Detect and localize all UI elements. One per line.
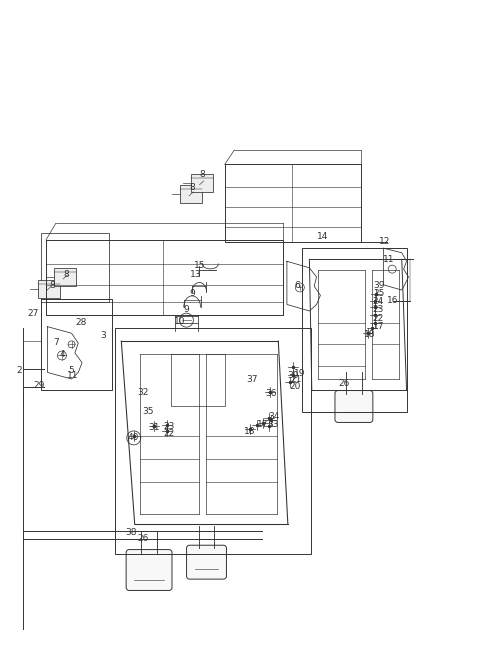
Text: 8: 8	[64, 270, 70, 279]
Text: 9: 9	[183, 305, 189, 314]
Text: 28: 28	[75, 318, 87, 327]
Text: 12: 12	[379, 237, 390, 246]
FancyBboxPatch shape	[335, 390, 373, 422]
Text: 8: 8	[189, 183, 195, 192]
Text: 40: 40	[128, 434, 139, 442]
Text: 20: 20	[289, 382, 301, 392]
Text: 37: 37	[246, 375, 258, 384]
Text: 19: 19	[294, 369, 306, 379]
Text: 17: 17	[257, 420, 269, 429]
Text: 8: 8	[49, 281, 55, 290]
Text: 21: 21	[291, 375, 302, 384]
Bar	[54, 268, 76, 286]
Text: 10: 10	[174, 317, 186, 326]
Text: 36: 36	[265, 389, 277, 398]
Text: 33: 33	[267, 420, 278, 429]
Text: 34: 34	[268, 412, 279, 420]
Bar	[37, 279, 60, 298]
Text: 39: 39	[373, 281, 384, 290]
Text: 17: 17	[373, 322, 384, 331]
Text: 14: 14	[317, 232, 328, 241]
Text: 4: 4	[59, 350, 65, 359]
Text: 32: 32	[138, 388, 149, 397]
Bar	[180, 185, 202, 203]
Text: 3: 3	[101, 331, 107, 340]
Text: 5: 5	[69, 366, 74, 375]
Text: 18: 18	[244, 427, 255, 436]
Text: 38: 38	[125, 527, 137, 537]
Text: 26: 26	[339, 379, 350, 388]
Text: 2: 2	[16, 366, 22, 375]
Text: 30: 30	[287, 371, 299, 380]
Text: 11: 11	[383, 255, 394, 264]
Text: 7: 7	[53, 338, 59, 347]
Text: 22: 22	[164, 430, 175, 438]
Text: 29: 29	[33, 381, 45, 390]
Text: 9: 9	[189, 289, 195, 298]
Bar	[41, 298, 112, 390]
Bar	[41, 233, 109, 302]
Text: 22: 22	[372, 314, 384, 323]
Text: 26: 26	[138, 534, 149, 543]
Text: 24: 24	[372, 297, 384, 306]
Text: 16: 16	[387, 296, 399, 305]
Text: 31: 31	[148, 423, 159, 432]
Text: 13: 13	[190, 270, 202, 279]
Text: 27: 27	[27, 309, 39, 318]
FancyBboxPatch shape	[187, 545, 227, 579]
Text: 6: 6	[295, 281, 300, 290]
Bar	[115, 328, 311, 554]
Text: 8: 8	[200, 170, 205, 179]
Text: 23: 23	[164, 422, 175, 430]
Bar	[191, 174, 213, 192]
Text: 25: 25	[373, 289, 384, 298]
Text: 35: 35	[143, 407, 154, 416]
FancyBboxPatch shape	[126, 550, 172, 590]
Text: 23: 23	[372, 305, 384, 314]
Text: 18: 18	[363, 330, 375, 339]
Text: 11: 11	[67, 371, 78, 380]
Bar	[302, 248, 407, 412]
Text: 15: 15	[193, 261, 205, 270]
